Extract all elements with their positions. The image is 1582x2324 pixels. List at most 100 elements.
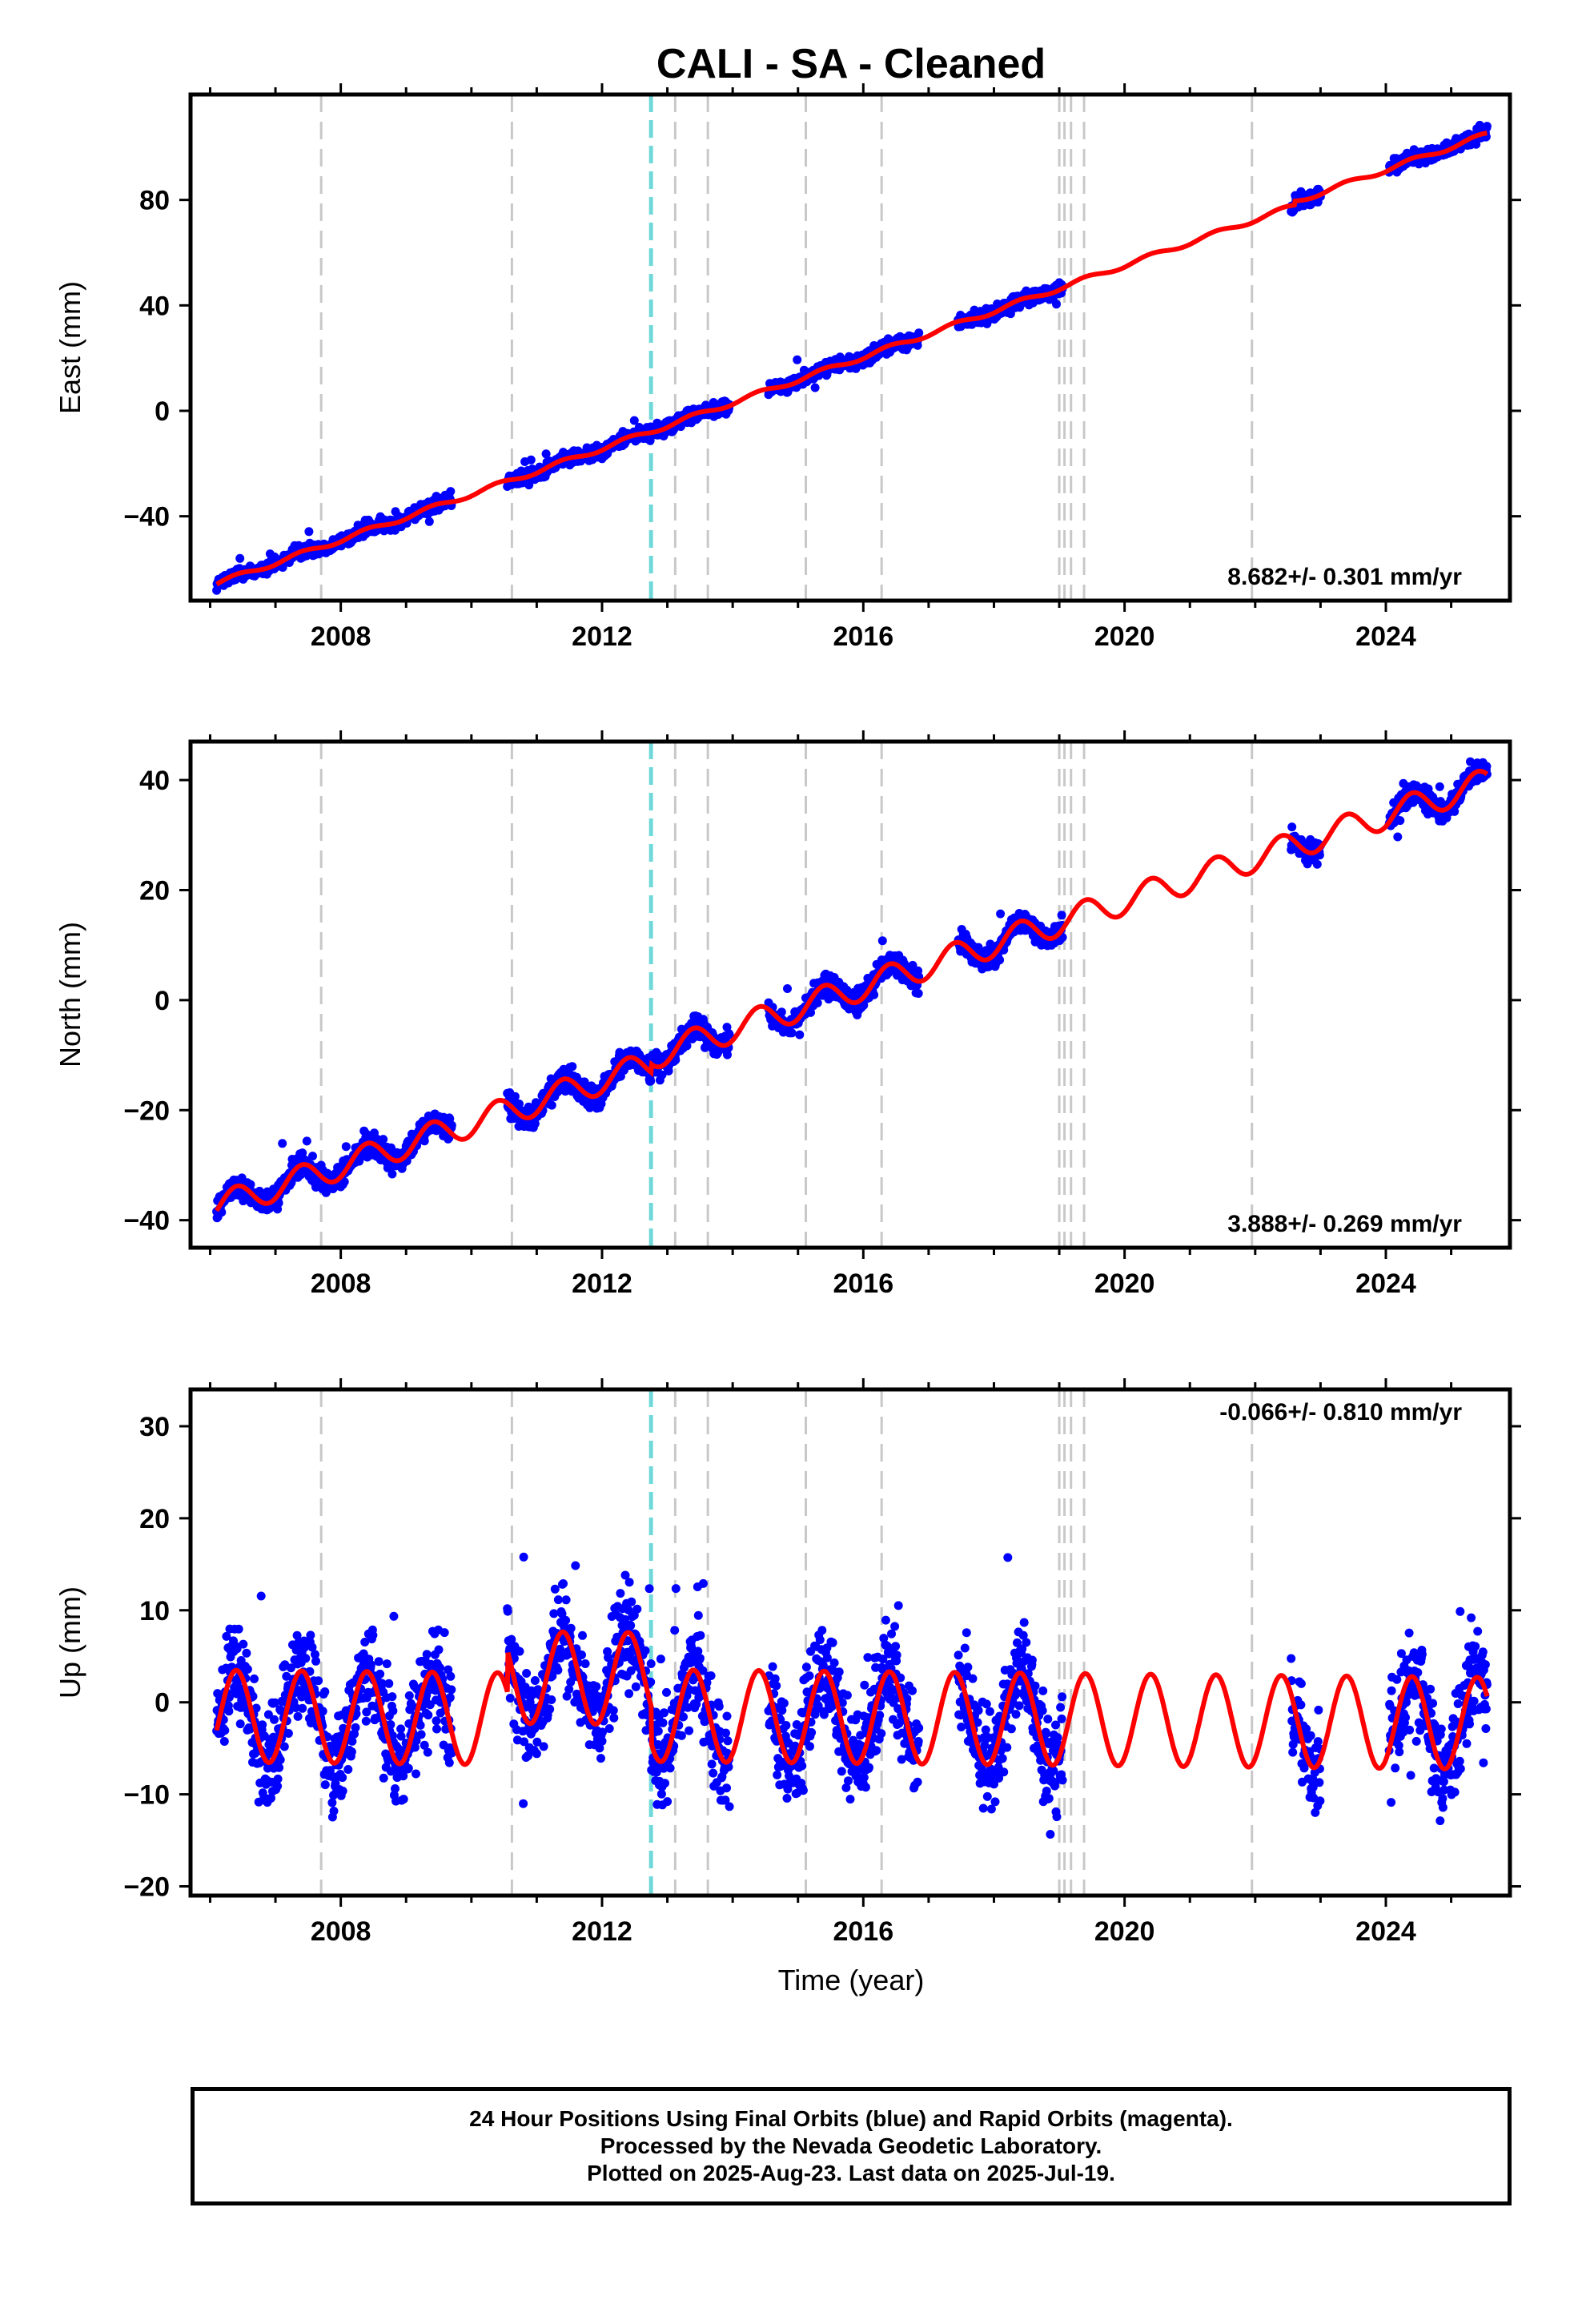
- data-point: [503, 1606, 512, 1616]
- data-point: [422, 1650, 432, 1659]
- data-point: [314, 1676, 323, 1686]
- data-point: [399, 1795, 408, 1804]
- data-point: [1393, 832, 1403, 842]
- data-point: [1472, 139, 1481, 149]
- data-point: [1057, 911, 1066, 920]
- data-point: [279, 1742, 289, 1751]
- data-point: [1482, 122, 1492, 131]
- data-point: [519, 1552, 528, 1562]
- data-point: [270, 1715, 279, 1724]
- data-point: [246, 1180, 255, 1189]
- data-point: [877, 936, 887, 946]
- data-point: [515, 1647, 524, 1656]
- y-tick-label: −40: [123, 1206, 170, 1236]
- data-point: [447, 1685, 456, 1695]
- data-point: [432, 1724, 441, 1734]
- data-point: [810, 383, 820, 392]
- data-point: [416, 1730, 426, 1739]
- data-point: [553, 1595, 563, 1605]
- data-point: [795, 1030, 805, 1039]
- x-tick-label: 2012: [572, 1269, 632, 1299]
- data-point: [366, 1660, 375, 1670]
- data-points: [212, 1552, 1492, 1839]
- data-point: [550, 1584, 560, 1594]
- data-point: [379, 1773, 388, 1783]
- data-point: [519, 1799, 528, 1808]
- data-point: [412, 1769, 420, 1779]
- data-point: [446, 1671, 456, 1681]
- data-point: [301, 1654, 311, 1663]
- data-point: [1052, 300, 1061, 309]
- data-point: [387, 1692, 397, 1702]
- data-point: [338, 1787, 347, 1795]
- data-point: [368, 1630, 378, 1640]
- data-point: [404, 1691, 414, 1700]
- data-point: [793, 355, 802, 364]
- data-point: [361, 1716, 371, 1726]
- x-tick-label: 2020: [1094, 1269, 1155, 1299]
- x-tick-label: 2012: [572, 621, 632, 652]
- y-axis-label: East (mm): [54, 281, 86, 414]
- data-point: [545, 1704, 555, 1714]
- data-point: [913, 989, 923, 998]
- data-point: [813, 998, 822, 1007]
- data-point: [347, 1747, 356, 1756]
- data-point: [329, 1807, 339, 1815]
- data-point: [250, 1674, 259, 1683]
- data-point: [440, 1628, 449, 1638]
- model-curve: [215, 131, 1488, 587]
- data-point: [1395, 816, 1405, 826]
- y-tick-label: 0: [155, 396, 170, 427]
- data-point: [1435, 782, 1444, 791]
- data-point: [388, 1706, 398, 1715]
- data-point: [275, 1755, 285, 1764]
- data-point: [274, 1198, 283, 1208]
- data-point: [404, 1763, 413, 1773]
- x-tick-label: 2016: [833, 1269, 893, 1299]
- data-point: [541, 449, 551, 459]
- data-point: [311, 1656, 320, 1666]
- rate-label: 3.888+/- 0.269 mm/yr: [1227, 1211, 1462, 1237]
- data-point: [293, 1711, 303, 1721]
- data-point: [308, 1152, 317, 1161]
- data-point: [278, 1139, 287, 1148]
- data-point: [869, 990, 879, 999]
- y-tick-label: 40: [139, 291, 170, 321]
- data-point: [320, 1780, 330, 1790]
- data-point: [338, 1773, 347, 1783]
- y-tick-label: 40: [139, 766, 170, 796]
- chart-title: CALI - SA - Cleaned: [656, 41, 1046, 87]
- data-point: [343, 1765, 353, 1774]
- x-tick-label: 2008: [311, 621, 371, 652]
- y-tick-label: 20: [139, 875, 170, 906]
- data-point: [391, 1784, 400, 1793]
- data-point: [258, 1720, 267, 1730]
- data-point: [914, 328, 924, 338]
- data-point: [549, 1609, 559, 1618]
- gps-time-series-figure: CALI - SA - Cleaned 2008 2012 2016 2020 2024…: [54, 41, 1521, 1996]
- x-tick-label: 2024: [1355, 1269, 1416, 1299]
- y-tick-label: −40: [123, 502, 170, 533]
- y-tick-label: 80: [139, 186, 170, 216]
- y-tick-label: 0: [155, 986, 170, 1016]
- plot-frame: [188, 92, 1512, 603]
- data-point: [530, 1676, 540, 1685]
- x-tick-label: 2008: [311, 1269, 371, 1299]
- data-point: [783, 984, 792, 993]
- data-point: [532, 1749, 541, 1759]
- data-point: [220, 1726, 230, 1735]
- data-point: [304, 527, 314, 537]
- data-point: [539, 1742, 548, 1751]
- data-point: [424, 1711, 433, 1720]
- data-point: [1312, 859, 1322, 869]
- data-point: [275, 1763, 284, 1772]
- data-point: [522, 1669, 532, 1678]
- data-point: [445, 1693, 455, 1703]
- data-point: [420, 1136, 429, 1146]
- data-point: [423, 1747, 432, 1757]
- data-points: [212, 757, 1492, 1223]
- data-point: [553, 1666, 563, 1675]
